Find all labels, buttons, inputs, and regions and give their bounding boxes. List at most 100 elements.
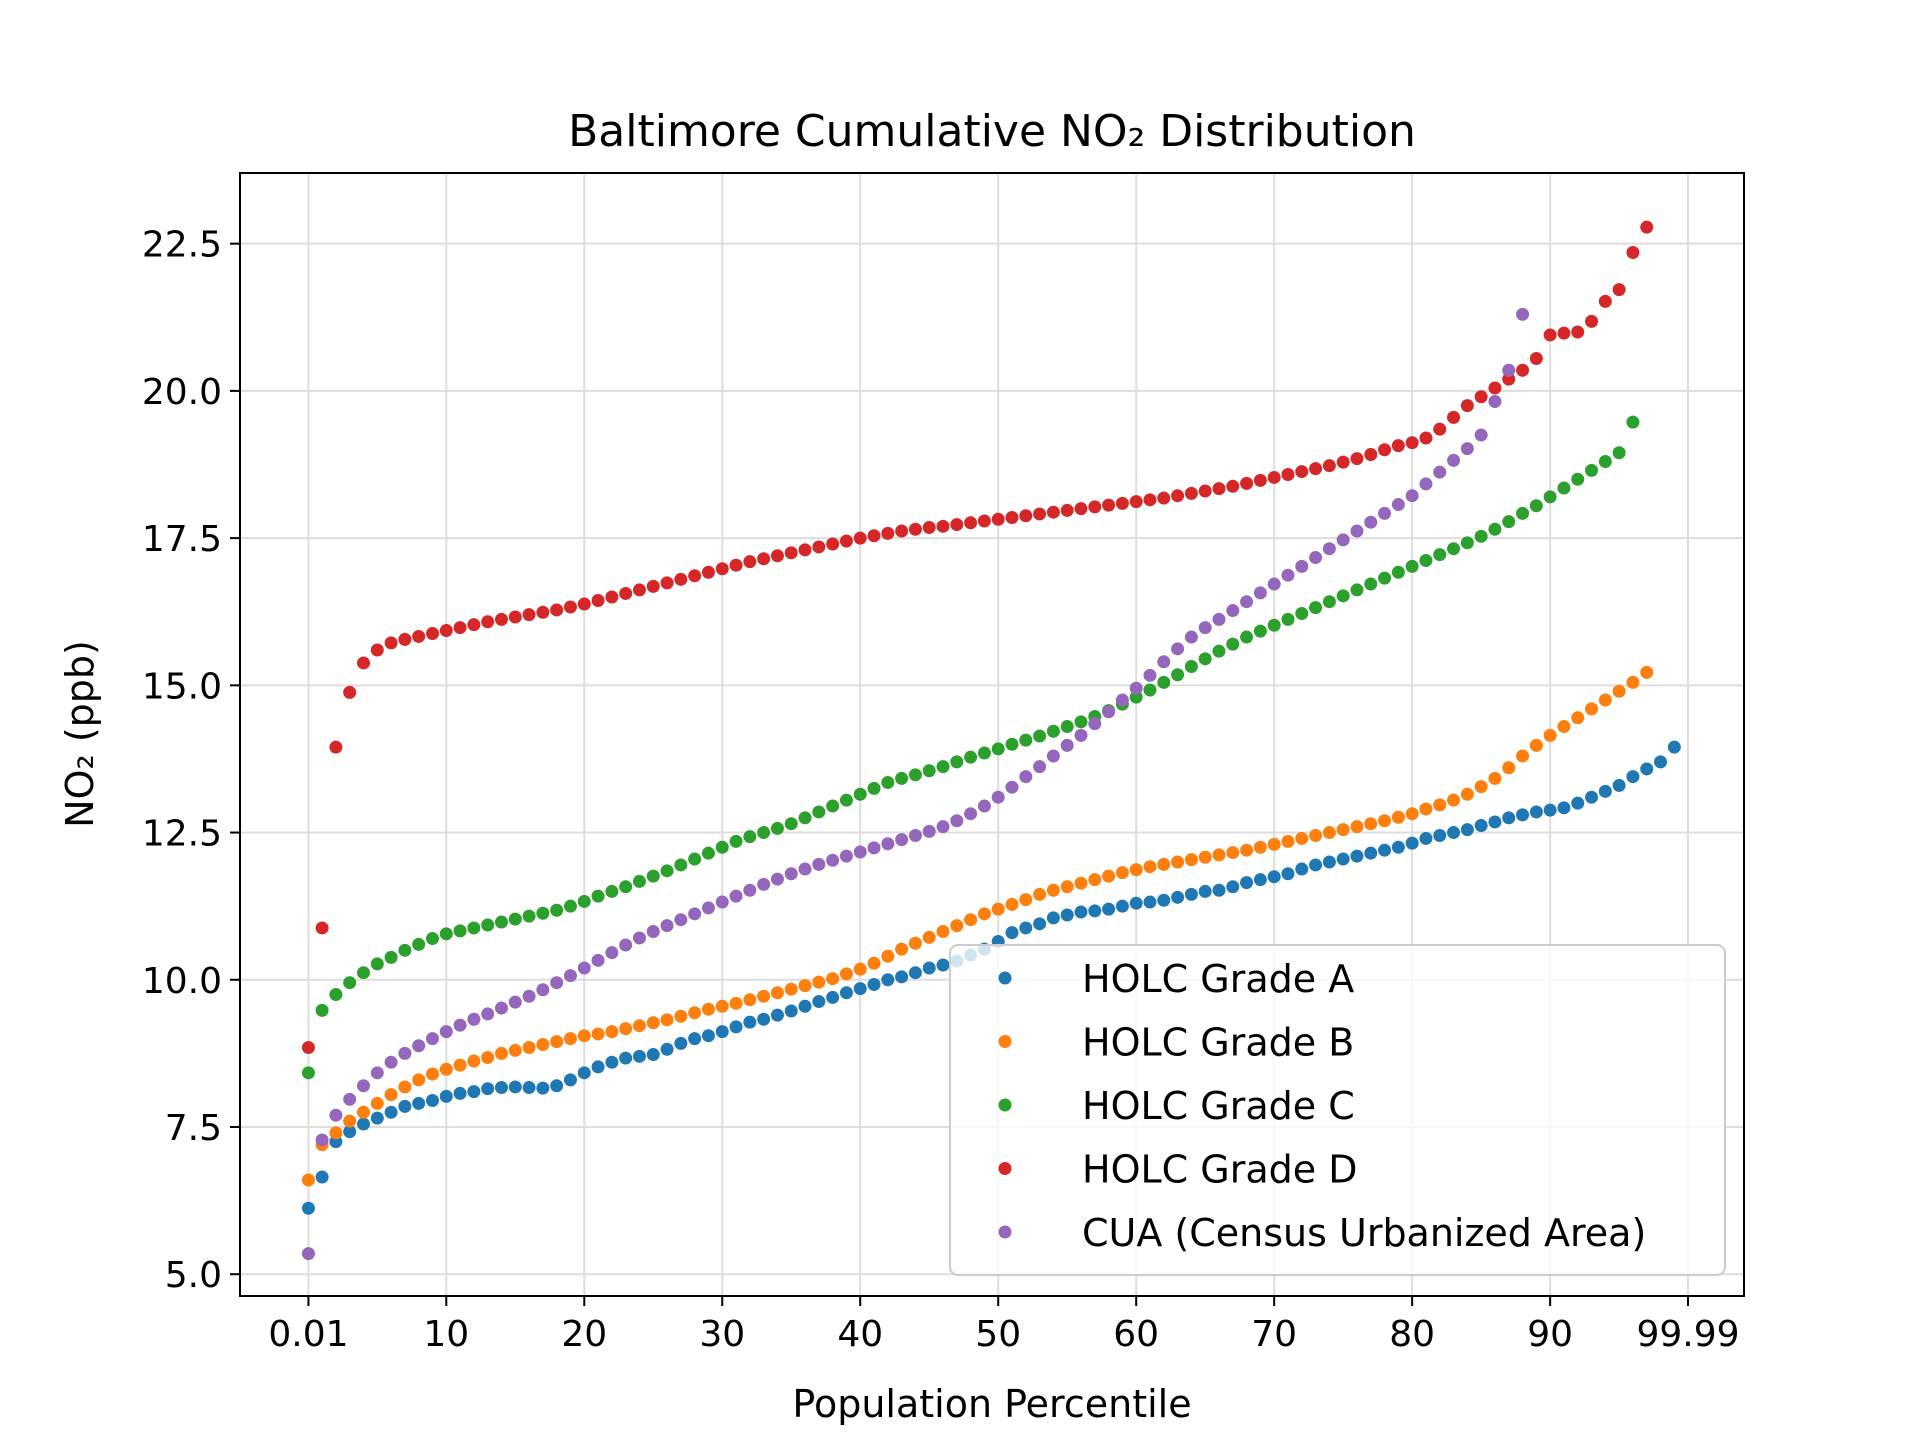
data-point (577, 894, 591, 908)
data-point (301, 1201, 315, 1215)
data-point (1102, 705, 1116, 719)
data-point (1433, 548, 1447, 562)
data-point (660, 919, 674, 933)
data-point (1019, 893, 1033, 907)
data-point (1171, 668, 1185, 682)
series-1 (301, 740, 1681, 1215)
data-point (922, 764, 936, 778)
data-point (908, 768, 922, 782)
data-point (1019, 770, 1033, 784)
data-point (467, 1054, 481, 1068)
data-point (1543, 328, 1557, 342)
data-point (1433, 465, 1447, 479)
data-point (1460, 823, 1474, 837)
data-point (1543, 728, 1557, 742)
data-point (881, 949, 895, 963)
legend-marker (998, 1098, 1012, 1112)
data-point (1336, 589, 1350, 603)
data-point (1281, 867, 1295, 881)
legend-box (949, 944, 1726, 1276)
data-point (563, 1073, 577, 1087)
data-point (439, 927, 453, 941)
data-point (757, 1012, 771, 1026)
data-point (1074, 715, 1088, 729)
data-point (853, 982, 867, 996)
data-point (715, 1025, 729, 1039)
data-point (356, 1105, 370, 1119)
data-point (1102, 902, 1116, 916)
data-point (494, 1001, 508, 1015)
data-point (1364, 817, 1378, 831)
data-point (1253, 840, 1267, 854)
data-point (743, 993, 757, 1007)
data-point (1240, 476, 1254, 490)
data-point (1474, 818, 1488, 832)
data-point (895, 524, 909, 538)
y-tick-label: 20.0 (142, 372, 222, 413)
data-point (1391, 810, 1405, 824)
data-point (356, 1117, 370, 1131)
data-point (1240, 876, 1254, 890)
data-point (467, 1012, 481, 1026)
data-point (384, 1088, 398, 1102)
data-point (1585, 702, 1599, 716)
data-point (1419, 802, 1433, 816)
data-point (412, 1039, 426, 1053)
data-point (1115, 496, 1129, 510)
data-point (729, 834, 743, 848)
data-point (1226, 880, 1240, 894)
data-point (1226, 479, 1240, 493)
data-point (1157, 655, 1171, 669)
data-point (1364, 846, 1378, 860)
data-point (384, 636, 398, 650)
data-point (398, 1046, 412, 1060)
data-point (1378, 814, 1392, 828)
data-point (453, 1058, 467, 1072)
data-point (577, 961, 591, 975)
data-point (439, 624, 453, 638)
y-axis-label: NO₂ (ppb) (58, 640, 102, 828)
data-point (1336, 823, 1350, 837)
data-point (839, 986, 853, 1000)
x-tick-label: 60 (1113, 1314, 1159, 1355)
data-point (1571, 711, 1585, 725)
data-point (1198, 652, 1212, 666)
data-point (1267, 470, 1281, 484)
data-point (798, 862, 812, 876)
data-point (1378, 506, 1392, 520)
data-point (770, 872, 784, 886)
data-point (1309, 462, 1323, 476)
data-point (453, 621, 467, 635)
data-point (1267, 618, 1281, 632)
data-point (481, 1051, 495, 1065)
data-point (1212, 848, 1226, 862)
data-point (729, 558, 743, 572)
data-point (839, 849, 853, 863)
data-point (660, 1042, 674, 1056)
data-point (1143, 860, 1157, 874)
data-point (1364, 577, 1378, 591)
data-point (1350, 849, 1364, 863)
data-point (1074, 728, 1088, 742)
data-point (936, 760, 950, 774)
data-point (1143, 683, 1157, 697)
series-5 (301, 307, 1530, 1261)
data-point (1005, 926, 1019, 940)
data-point (1060, 738, 1074, 752)
data-point (798, 999, 812, 1013)
data-point (1391, 498, 1405, 512)
data-point (812, 857, 826, 871)
data-point (1281, 568, 1295, 582)
data-point (784, 817, 798, 831)
data-point (1198, 884, 1212, 898)
data-point (1557, 801, 1571, 815)
data-point (1378, 843, 1392, 857)
data-point (508, 610, 522, 624)
data-point (826, 853, 840, 867)
data-point (1309, 601, 1323, 615)
data-point (1226, 604, 1240, 618)
data-point (1046, 911, 1060, 925)
data-point (1488, 394, 1502, 408)
data-point (1033, 887, 1047, 901)
data-point (550, 903, 564, 917)
